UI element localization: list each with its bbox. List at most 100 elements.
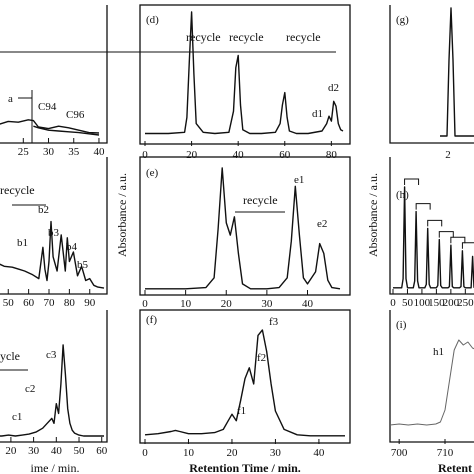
h-partial-bracket-0 [404, 178, 420, 185]
a-partial-tick-label-1: 30 [43, 146, 55, 158]
b-partial-annotation-2: b2 [38, 204, 49, 216]
c-partial-annotation-3: c3 [46, 349, 57, 361]
b-partial-tick-label-4: 90 [84, 297, 96, 309]
d-tick-label-2: 40 [233, 149, 245, 161]
h-partial-annotation-0: (h) [396, 189, 409, 201]
b-partial-tick-label-2: 70 [44, 297, 56, 309]
b-partial-annotation-4: b4 [66, 241, 78, 253]
i-partial-series-0 [389, 339, 474, 426]
i-partial-annotation-0: (i) [396, 319, 407, 331]
a-partial-tick-label-0: 25 [18, 146, 30, 158]
h-partial-tick-label-5: 250 [457, 297, 474, 309]
panel-f [139, 309, 351, 444]
f-annotation-1: f1 [237, 405, 246, 417]
d-series-0 [145, 11, 344, 135]
panel-h [389, 157, 474, 295]
b-partial-tick-label-1: 60 [23, 297, 35, 309]
c-partial-series-0 [0, 344, 104, 437]
g-partial-series-0 [440, 7, 474, 137]
b-partial-annotation-0: recycle [0, 183, 35, 197]
a-partial-tick-label-2: 35 [68, 146, 80, 158]
f-tick-label-4: 40 [313, 447, 325, 459]
f-annotation-3: f3 [269, 316, 279, 328]
e-tick-label-0: 0 [142, 298, 148, 310]
g-partial-annotation-0: (g) [396, 14, 409, 26]
b-partial-tick-label-3: 80 [64, 297, 76, 309]
f-annotation-2: f2 [257, 352, 266, 364]
d-tick-label-3: 60 [279, 149, 291, 161]
right-xlabel: Retent [438, 461, 472, 474]
b-partial-tick-label-0: 50 [3, 297, 15, 309]
a-partial-tick-label-3: 40 [93, 146, 105, 158]
h-partial-bracket-4 [450, 236, 466, 244]
c-partial-tick-label-3: 50 [74, 445, 86, 457]
f-annotation-0: (f) [146, 314, 157, 326]
d-annotation-2: recycle [229, 30, 264, 44]
e-tick-label-3: 30 [261, 298, 273, 310]
f-tick-label-2: 20 [226, 447, 238, 459]
f-tick-label-0: 0 [142, 447, 148, 459]
c-partial-tick-label-2: 40 [51, 445, 63, 457]
c-partial-annotation-2: c2 [25, 383, 35, 395]
e-annotation-3: e2 [317, 218, 327, 230]
e-series-0 [145, 167, 341, 290]
h-partial-tick-label-0: 0 [390, 297, 396, 309]
center-xlabel: Retention Time / min. [189, 461, 301, 474]
c-partial-annotation-0: ycle [0, 349, 20, 363]
center-ylabel: Absorbance / a.u. [115, 173, 129, 257]
h-partial-tick-label-2: 100 [414, 297, 431, 309]
a-partial-series-1 [33, 125, 100, 136]
f-tick-label-3: 30 [270, 447, 282, 459]
e-tick-label-1: 10 [180, 298, 192, 310]
a-partial-series-0 [0, 119, 100, 134]
panel-d [139, 4, 351, 145]
h-partial-tick-label-1: 50 [402, 297, 414, 309]
d-tick-label-0: 0 [142, 149, 148, 161]
a-partial-annotation-0: a [8, 93, 13, 105]
i-partial-annotation-1: h1 [433, 346, 444, 358]
b-partial-annotation-3: b3 [48, 227, 60, 239]
f-series-0 [144, 329, 345, 437]
h-partial-bracket-5 [461, 242, 474, 249]
panel-b [0, 157, 108, 295]
c-partial-annotation-1: c1 [12, 411, 22, 423]
b-partial-series-0 [0, 220, 105, 289]
c-partial-tick-label-4: 60 [96, 445, 108, 457]
panel-i [389, 310, 474, 443]
i-partial-tick-label-1: 710 [437, 447, 454, 459]
c-partial-tick-label-1: 30 [28, 445, 40, 457]
e-annotation-2: e1 [294, 174, 304, 186]
a-partial-annotation-2: C96 [66, 109, 85, 121]
d-annotation-1: recycle [186, 30, 221, 44]
e-annotation-1: recycle [243, 193, 278, 207]
b-partial-annotation-5: b5 [77, 259, 89, 271]
h-partial-tick-label-4: 200 [443, 297, 460, 309]
a-partial-annotation-1: C94 [38, 101, 57, 113]
d-annotation-5: d2 [328, 82, 339, 94]
f-tick-label-1: 10 [183, 447, 195, 459]
panel-a [0, 5, 108, 144]
d-annotation-0: (d) [146, 14, 159, 26]
c-partial-tick-label-0: 20 [5, 445, 17, 457]
h-partial-tick-label-3: 150 [428, 297, 445, 309]
h-partial-bracket-2 [427, 219, 443, 227]
h-partial-bracket-3 [438, 231, 454, 238]
e-tick-label-2: 20 [221, 298, 233, 310]
g-partial-tick-label-0: 2 [445, 149, 451, 161]
d-annotation-4: d1 [312, 108, 323, 120]
panel-c [0, 310, 108, 443]
d-tick-label-1: 20 [186, 149, 198, 161]
left-xlabel: ime / min. [31, 461, 80, 474]
e-tick-label-4: 40 [302, 298, 314, 310]
h-partial-series-0 [393, 186, 474, 289]
d-annotation-3: recycle [286, 30, 321, 44]
d-tick-label-4: 80 [326, 149, 338, 161]
b-partial-annotation-1: b1 [17, 237, 28, 249]
e-annotation-0: (e) [146, 167, 159, 179]
panel-e [139, 156, 351, 296]
i-partial-tick-label-0: 700 [391, 447, 408, 459]
panel-g [389, 5, 474, 144]
h-partial-bracket-1 [415, 203, 431, 210]
